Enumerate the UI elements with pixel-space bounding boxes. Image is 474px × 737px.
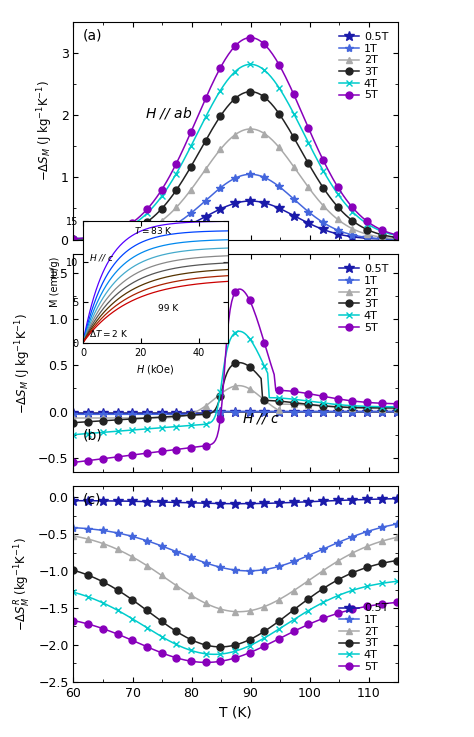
Text: 99 K: 99 K: [158, 304, 178, 312]
Text: $T = 83$ K: $T = 83$ K: [134, 225, 173, 236]
Legend: 0.5T, 1T, 2T, 3T, 4T, 5T: 0.5T, 1T, 2T, 3T, 4T, 5T: [335, 260, 392, 337]
Text: $H$ // $c$: $H$ // $c$: [242, 411, 280, 426]
Text: (a): (a): [83, 29, 103, 43]
X-axis label: T (K): T (K): [219, 705, 252, 719]
Text: $H$ // $c$: $H$ // $c$: [89, 251, 114, 262]
Y-axis label: $-\Delta S_M$ (J kg$^{-1}$K$^{-1}$): $-\Delta S_M$ (J kg$^{-1}$K$^{-1}$): [36, 80, 55, 181]
Text: (c): (c): [83, 492, 102, 506]
Y-axis label: M (emu/g): M (emu/g): [50, 256, 60, 307]
Text: $H$ // $ab$: $H$ // $ab$: [145, 105, 192, 121]
Y-axis label: $-\Delta S_M$ (J kg$^{-1}$K$^{-1}$): $-\Delta S_M$ (J kg$^{-1}$K$^{-1}$): [13, 312, 33, 413]
Legend: 0.5T, 1T, 2T, 3T, 4T, 5T: 0.5T, 1T, 2T, 3T, 4T, 5T: [335, 28, 392, 105]
Legend: 0.5T, 1T, 2T, 3T, 4T, 5T: 0.5T, 1T, 2T, 3T, 4T, 5T: [335, 599, 392, 676]
X-axis label: $H$ (kOe): $H$ (kOe): [136, 363, 174, 376]
Text: $\Delta T = 2$ K: $\Delta T = 2$ K: [89, 328, 128, 339]
Y-axis label: $-\Delta S_M^R$ (kg$^{-1}$K$^{-1}$): $-\Delta S_M^R$ (kg$^{-1}$K$^{-1}$): [12, 537, 33, 631]
Text: (b): (b): [83, 428, 103, 442]
